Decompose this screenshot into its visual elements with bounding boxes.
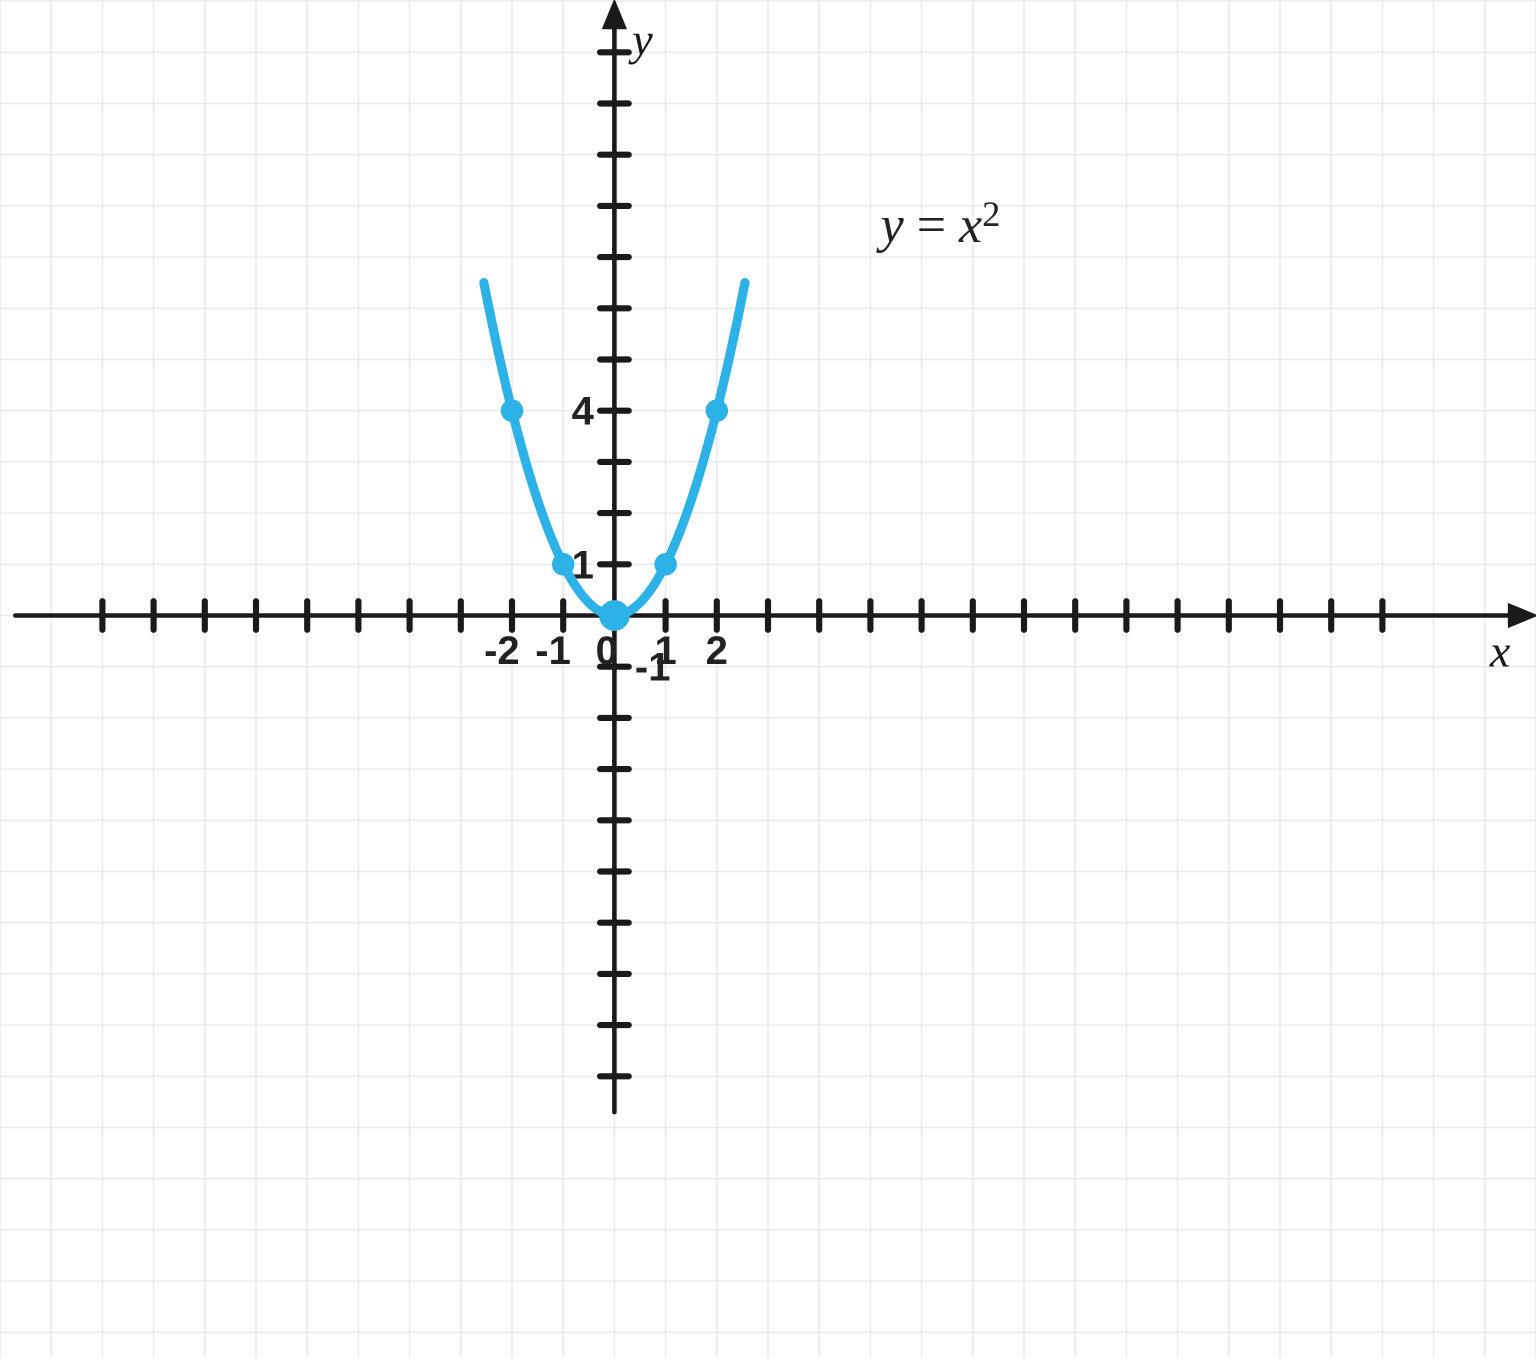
plotted-point	[552, 553, 575, 576]
x-tick-label: -1	[535, 629, 571, 673]
plotted-point	[501, 399, 524, 422]
chart-svg: xy-2-1012-114y = x2	[0, 0, 1536, 1359]
y-tick-label: 4	[572, 390, 595, 434]
equation-x: x	[958, 197, 982, 254]
y-tick-label: -1	[635, 646, 671, 690]
equation-y: y	[876, 197, 905, 254]
x-tick-label: -2	[484, 629, 520, 673]
equation-equals: =	[904, 197, 959, 254]
x-axis-label: x	[1489, 626, 1511, 677]
y-axis-label: y	[628, 14, 653, 65]
plotted-point	[706, 399, 729, 422]
x-tick-label: 0	[596, 629, 618, 673]
grid	[0, 1, 1536, 1358]
parabola-chart: xy-2-1012-114y = x2	[0, 0, 1536, 1359]
axes: xy	[15, 0, 1536, 1112]
x-tick-label: 2	[706, 629, 728, 673]
equation-exponent: 2	[982, 194, 1000, 234]
plotted-point	[654, 553, 677, 576]
plotted-point	[599, 600, 630, 631]
equation-label: y = x2	[876, 194, 1001, 254]
